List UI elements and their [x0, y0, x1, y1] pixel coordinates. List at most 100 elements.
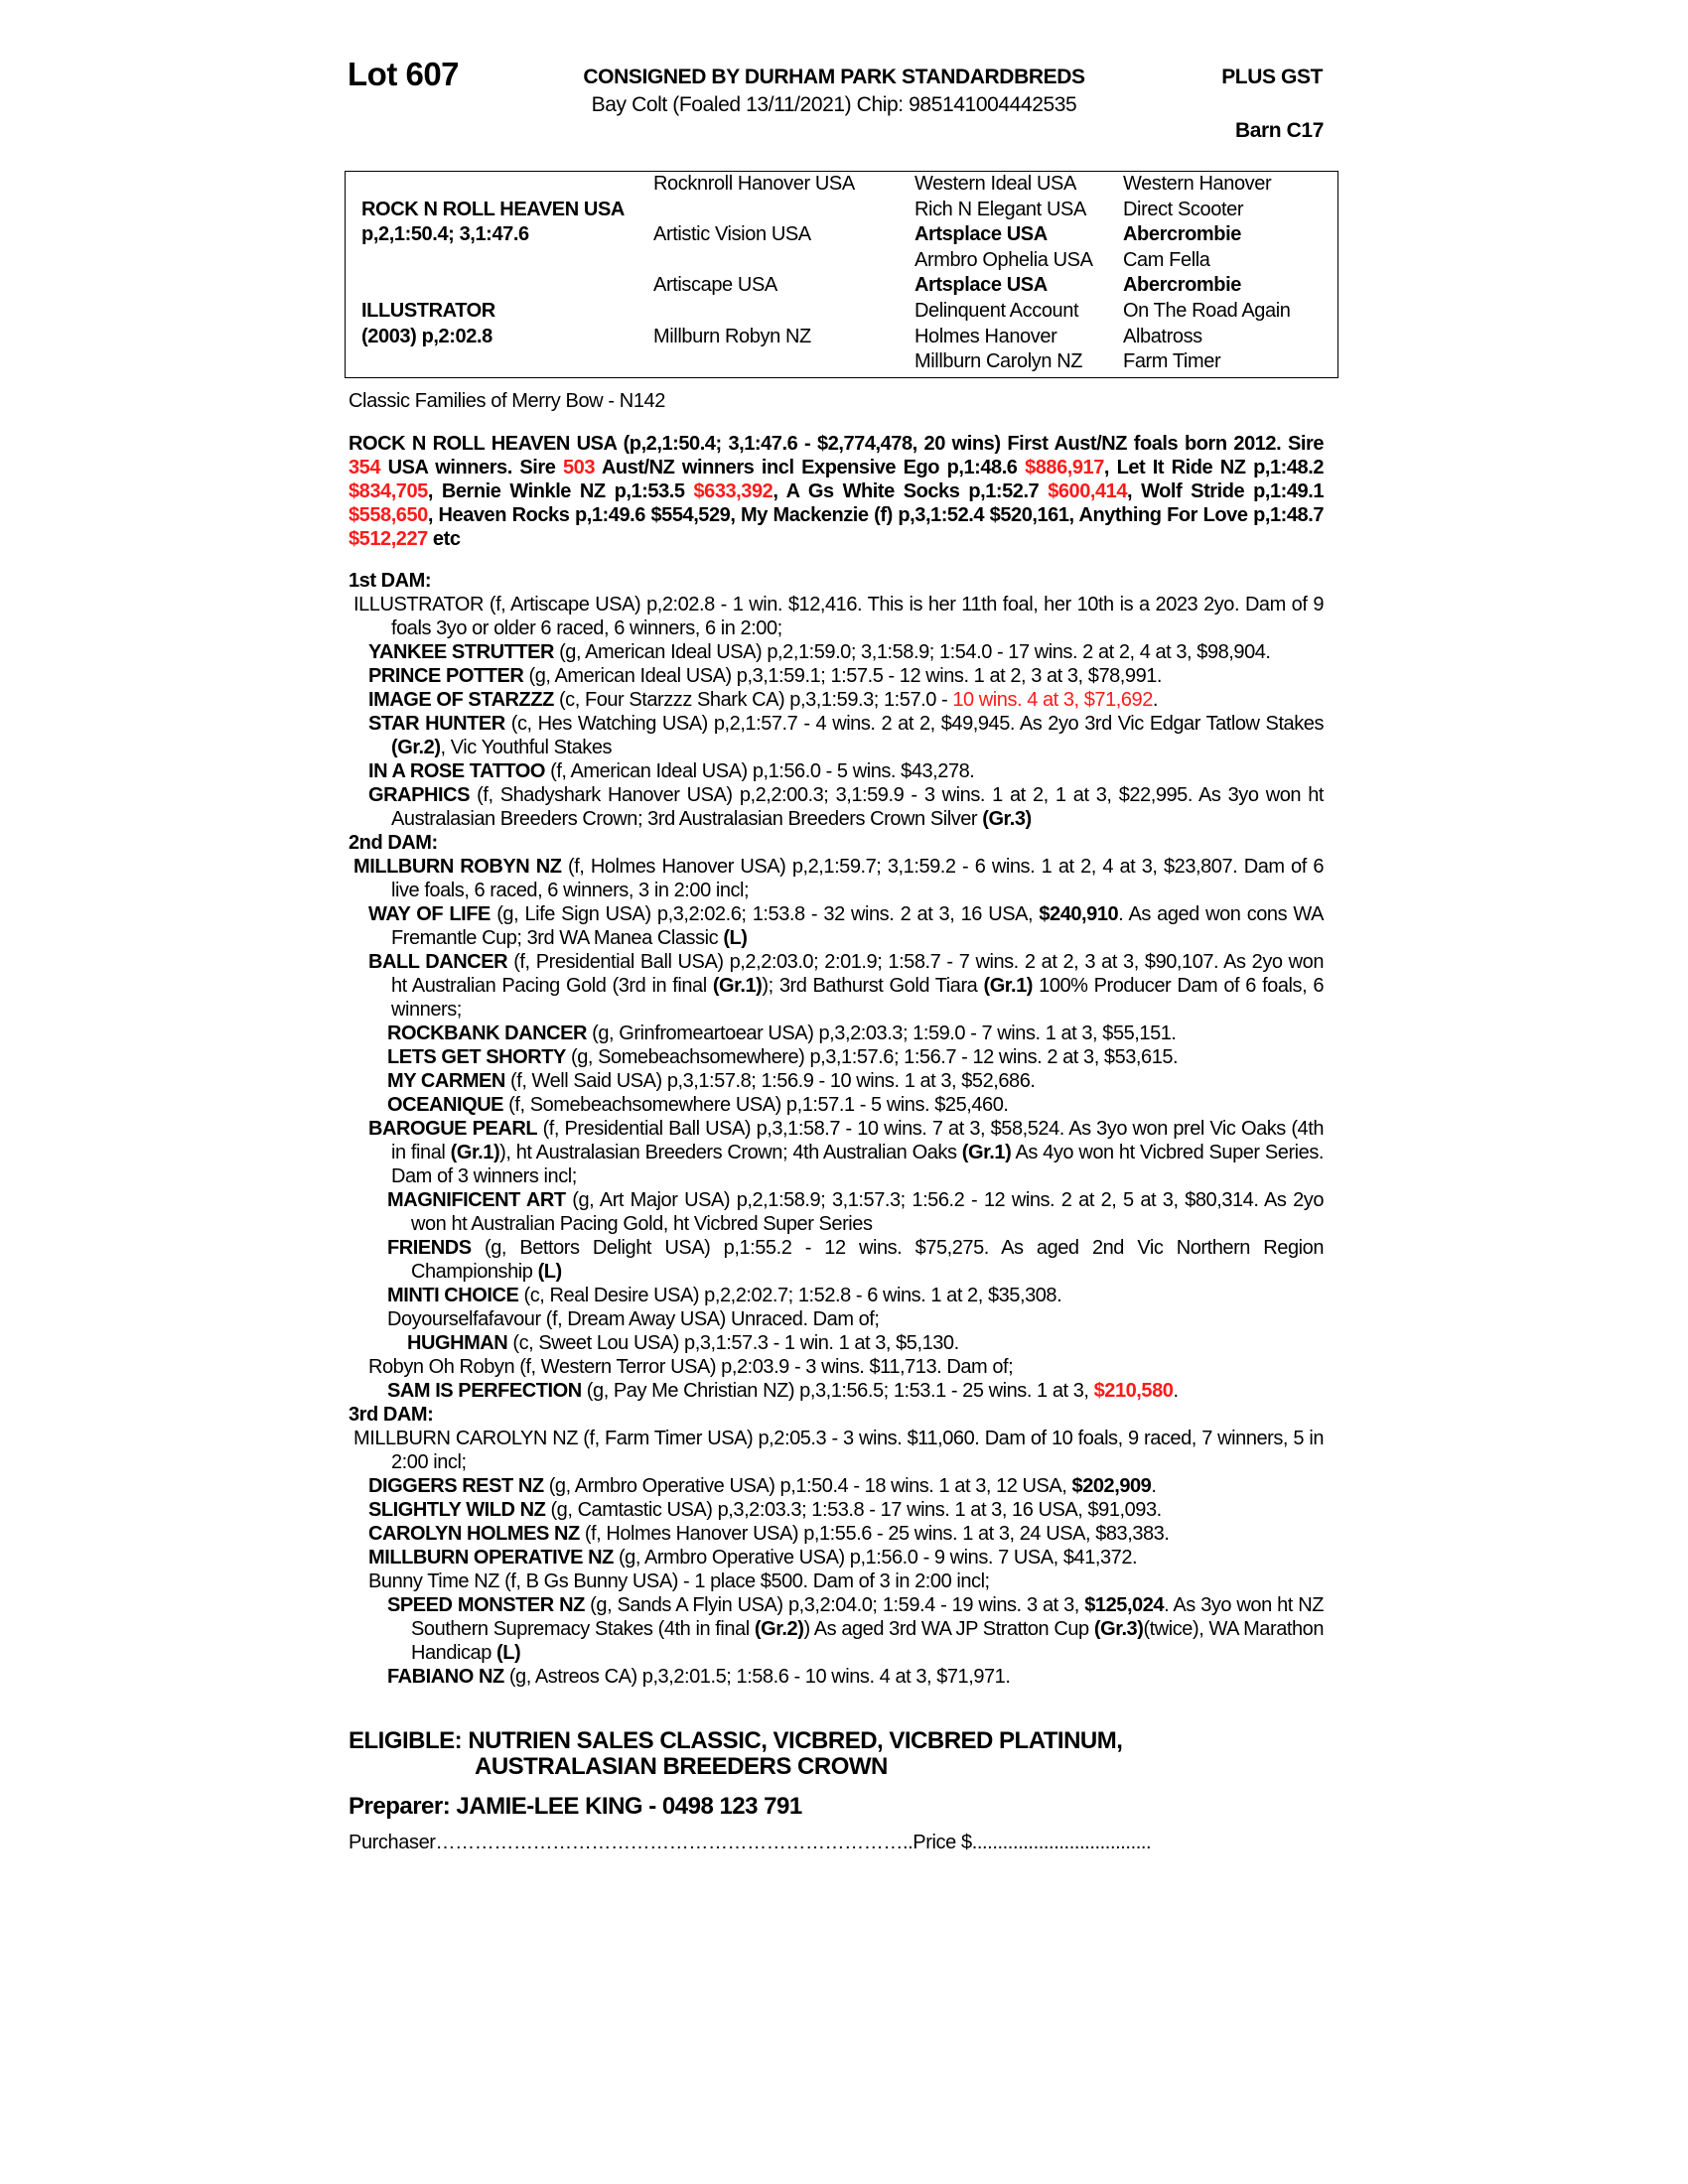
pedigree-col1-cell: p,2,1:50.4; 3,1:47.6	[361, 223, 529, 246]
bold-text: (L)	[537, 1261, 563, 1283]
bold-text: (L)	[496, 1642, 521, 1664]
text: (g, Life Sign USA) p,3,2:02.6; 1:53.8 - …	[490, 903, 1040, 925]
highlighted-text: $633,392	[693, 480, 774, 502]
pedigree-entry: WAY OF LIFE (g, Life Sign USA) p,3,2:02.…	[349, 902, 1324, 950]
bold-text: (Gr.2)	[754, 1618, 804, 1640]
highlighted-text: $834,705	[349, 480, 428, 502]
bold-text: (Gr.3)	[1093, 1618, 1144, 1640]
bold-text: (Gr.1)	[961, 1142, 1012, 1163]
bold-text: (L)	[723, 927, 748, 949]
text: (g, Camtastic USA) p,3,2:03.3; 1:53.8 - …	[545, 1499, 1162, 1521]
bold-text: Aust/NZ winners incl Expensive Ego p,1:4…	[595, 457, 1026, 478]
text: Bunny Time NZ (f, B Gs Bunny USA) - 1 pl…	[368, 1570, 990, 1592]
pedigree-col4-cell: Abercrombie	[1123, 274, 1241, 297]
text: (g, Bettors Delight USA) p,1:55.2 - 12 w…	[411, 1237, 1324, 1283]
highlighted-text: $886,917	[1025, 457, 1104, 478]
highlighted-text: $210,580	[1093, 1380, 1174, 1402]
highlighted-text: 354	[349, 457, 381, 478]
pedigree-entry: CAROLYN HOLMES NZ (f, Holmes Hanover USA…	[349, 1522, 1324, 1546]
bold-text: $240,910	[1039, 903, 1119, 925]
text: . As aged won cons WA Fremantle Cup; 3rd…	[391, 903, 1324, 949]
pedigree-col4-cell: On The Road Again	[1123, 300, 1291, 322]
pedigree-entry: Robyn Oh Robyn (f, Western Terror USA) p…	[349, 1355, 1324, 1379]
bold-text: (Gr.1)	[450, 1142, 500, 1163]
pedigree-col1-cell: ROCK N ROLL HEAVEN USA	[361, 198, 625, 220]
bold-text: HUGHMAN	[407, 1332, 508, 1354]
text: (g, Astreos CA) p,3,2:01.5; 1:58.6 - 10 …	[503, 1666, 1011, 1688]
text: (g, Grinfromeartoear USA) p,3,2:03.3; 1:…	[587, 1023, 1177, 1044]
pedigree-entry: SLIGHTLY WILD NZ (g, Camtastic USA) p,3,…	[349, 1498, 1324, 1522]
bold-text: SPEED MONSTER NZ	[387, 1594, 585, 1616]
pedigree-col1-cell: (2003) p,2:02.8	[361, 325, 492, 347]
pedigree-col3-cell: Holmes Hanover	[914, 325, 1057, 347]
pedigree-entry: IN A ROSE TATTOO (f, American Ideal USA)…	[349, 759, 1324, 783]
pedigree-col1-cell: ILLUSTRATOR	[361, 300, 495, 322]
pedigree-entry: LETS GET SHORTY (g, Somebeachsomewhere) …	[349, 1045, 1324, 1069]
text: 3rd DAM:	[349, 1404, 434, 1426]
bold-text: FRIENDS	[387, 1237, 472, 1259]
bold-text: GRAPHICS	[368, 784, 470, 806]
preparer: Preparer: JAMIE-LEE KING - 0498 123 791	[349, 1793, 802, 1820]
family-line: Classic Families of Merry Bow - N142	[349, 390, 666, 412]
bold-text: OCEANIQUE	[387, 1094, 504, 1116]
pedigree-entry: HUGHMAN (c, Sweet Lou USA) p,3,1:57.3 - …	[349, 1331, 1324, 1355]
pedigree-col4-cell: Albatross	[1123, 325, 1202, 347]
bold-text: DIGGERS REST NZ	[368, 1475, 544, 1497]
bold-text: , A Gs White Socks p,1:52.7	[773, 480, 1049, 502]
dam-heading: 3rd DAM:	[349, 1403, 1324, 1427]
pedigree-entry: BALL DANCER (f, Presidential Ball USA) p…	[349, 950, 1324, 1022]
pedigree-entry: MILLBURN CAROLYN NZ (f, Farm Timer USA) …	[349, 1427, 1324, 1474]
bold-text: YANKEE STRUTTER	[368, 641, 554, 663]
bold-text: ROCK N ROLL HEAVEN USA (p,2,1:50.4; 3,1:…	[349, 433, 1324, 455]
pedigree-col3-cell: Millburn Carolyn NZ	[914, 350, 1083, 373]
text: . As 3yo won ht NZ Southern Supremacy St…	[411, 1594, 1324, 1640]
pedigree-entry: FRIENDS (g, Bettors Delight USA) p,1:55.…	[349, 1236, 1324, 1284]
pedigree-col4-cell: Direct Scooter	[1123, 198, 1244, 220]
pedigree-col4-cell: Abercrombie	[1123, 223, 1241, 246]
text: .	[1173, 1380, 1179, 1402]
pedigree-col3-cell: Artsplace USA	[914, 223, 1048, 246]
pedigree-entry: FABIANO NZ (g, Astreos CA) p,3,2:01.5; 1…	[349, 1665, 1324, 1689]
pedigree-col4-cell: Cam Fella	[1123, 248, 1210, 271]
bold-text: SLIGHTLY WILD NZ	[368, 1499, 546, 1521]
pedigree-entry: STAR HUNTER (c, Hes Watching USA) p,2,1:…	[349, 712, 1324, 759]
text: (f, Holmes Hanover USA) p,2,1:59.7; 3,1:…	[391, 856, 1324, 901]
pedigree-table: ROCK N ROLL HEAVEN USA p,2,1:50.4; 3,1:47…	[345, 171, 1338, 378]
bold-text: (Gr.2)	[391, 737, 441, 758]
text: (c, Sweet Lou USA) p,3,1:57.3 - 1 win. 1…	[507, 1332, 959, 1354]
bold-text: LETS GET SHORTY	[387, 1046, 566, 1068]
pedigree-col4-cell: Farm Timer	[1123, 350, 1221, 373]
text: ); 3rd Bathurst Gold Tiara	[762, 975, 984, 997]
pedigree-entry: ROCKBANK DANCER (g, Grinfromeartoear USA…	[349, 1022, 1324, 1045]
text: (g, Somebeachsomewhere) p,3,1:57.6; 1:56…	[565, 1046, 1179, 1068]
horse-description: Bay Colt (Foaled 13/11/2021) Chip: 98514…	[591, 93, 1077, 116]
text: (f, Presidential Ball USA) p,2,2:03.0; 2…	[391, 951, 1324, 997]
text: (g, Art Major USA) p,2,1:58.9; 3,1:57.3;…	[411, 1189, 1325, 1235]
pedigree-entry: PRINCE POTTER (g, American Ideal USA) p,…	[349, 664, 1324, 688]
pedigree-col3-cell: Rich N Elegant USA	[914, 198, 1086, 220]
pedigree-col2-cell: Artiscape USA	[653, 274, 777, 297]
text: 1st DAM:	[349, 570, 432, 592]
text: .	[1152, 689, 1159, 711]
highlighted-text: $558,650	[349, 504, 428, 526]
bold-text: BALL DANCER	[368, 951, 508, 973]
highlighted-text: 503	[562, 457, 596, 478]
text: As 4yo won ht Vicbred Super Series. Dam …	[391, 1142, 1324, 1187]
pedigree-col4-cell: Western Hanover	[1123, 173, 1272, 195]
bold-text: , Let It Ride NZ p,1:48.2	[1103, 457, 1325, 478]
pedigree-col3-cell: Armbro Ophelia USA	[914, 248, 1093, 271]
pedigree-col2-cell: Rocknroll Hanover USA	[653, 173, 855, 195]
bold-text: $125,024	[1084, 1594, 1165, 1616]
pedigree-entry: Bunny Time NZ (f, B Gs Bunny USA) - 1 pl…	[349, 1570, 1324, 1593]
bold-text: MILLBURN ROBYN NZ	[353, 856, 562, 878]
bold-text: (Gr.1)	[712, 975, 763, 997]
text: 2nd DAM:	[349, 832, 438, 854]
pedigree-entry: MINTI CHOICE (c, Real Desire USA) p,2,2:…	[349, 1284, 1324, 1307]
bold-text: (Gr.1)	[983, 975, 1034, 997]
text: 100% Producer Dam of 6 foals, 6 winners;	[391, 975, 1324, 1021]
highlighted-text: $600,414	[1048, 480, 1128, 502]
barn-location: Barn C17	[1234, 119, 1324, 142]
dam-heading: 1st DAM:	[349, 569, 1324, 593]
purchaser-price-line: Purchaser………………………………………………………………..Price…	[349, 1832, 1152, 1853]
bold-text: IMAGE OF STARZZZ	[368, 689, 554, 711]
